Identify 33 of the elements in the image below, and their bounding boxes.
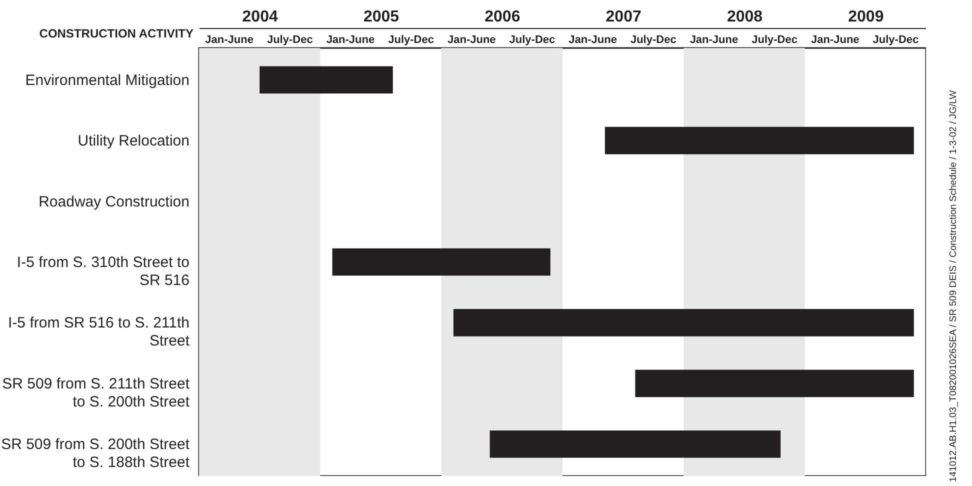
text: July-Dec: [266, 34, 313, 46]
text: July-Dec: [872, 34, 919, 46]
y-tick-label: Environmental Mitigation: [25, 72, 190, 89]
bar: [635, 370, 914, 398]
y-tick-label: I-5 from SR 516 to S. 211th Street: [8, 314, 190, 350]
text: 141012.AB.H1.03_T082001026SEA / SR 509 DEIS / Construction Schedule / 1-3-02 / JG/LW: [948, 89, 960, 482]
text: Jan-June: [568, 34, 617, 46]
y-axis-title: CONSTRUCTION ACTIVITY: [39, 26, 194, 40]
bar: [260, 66, 393, 94]
x-tick-label: 2004: [242, 8, 278, 26]
x-tick-label: 2008: [726, 8, 763, 26]
y-tick-label: SR 509 from S. 200th Street to S. 188th Street: [1, 436, 190, 472]
x-tick-label: 2006: [484, 8, 520, 26]
bar: [453, 309, 914, 336]
text: Jan-June: [205, 34, 254, 46]
text: July-Dec: [509, 34, 556, 46]
text: Jan-June: [326, 34, 375, 46]
text: Jan-June: [447, 34, 496, 46]
y-tick-label: Utility Relocation: [78, 132, 190, 150]
text: Jan-June: [690, 34, 738, 46]
bar: [604, 126, 914, 154]
x-tick-label: 2009: [848, 8, 884, 26]
x-tick-label: 2007: [606, 8, 642, 26]
bar: [332, 248, 550, 276]
bar: [490, 430, 781, 458]
y-tick-label: I-5 from S. 310th Street to SR 516: [16, 254, 190, 289]
text: Jan-June: [810, 34, 860, 46]
x-tick-label: 2005: [363, 8, 400, 26]
y-tick-label: SR 509 from S. 211th Street to S. 200th Street: [2, 375, 190, 410]
text: July-Dec: [388, 34, 434, 46]
y-tick-label: Roadway Construction: [38, 193, 190, 210]
text: July-Dec: [630, 34, 676, 46]
text: July-Dec: [752, 34, 798, 46]
